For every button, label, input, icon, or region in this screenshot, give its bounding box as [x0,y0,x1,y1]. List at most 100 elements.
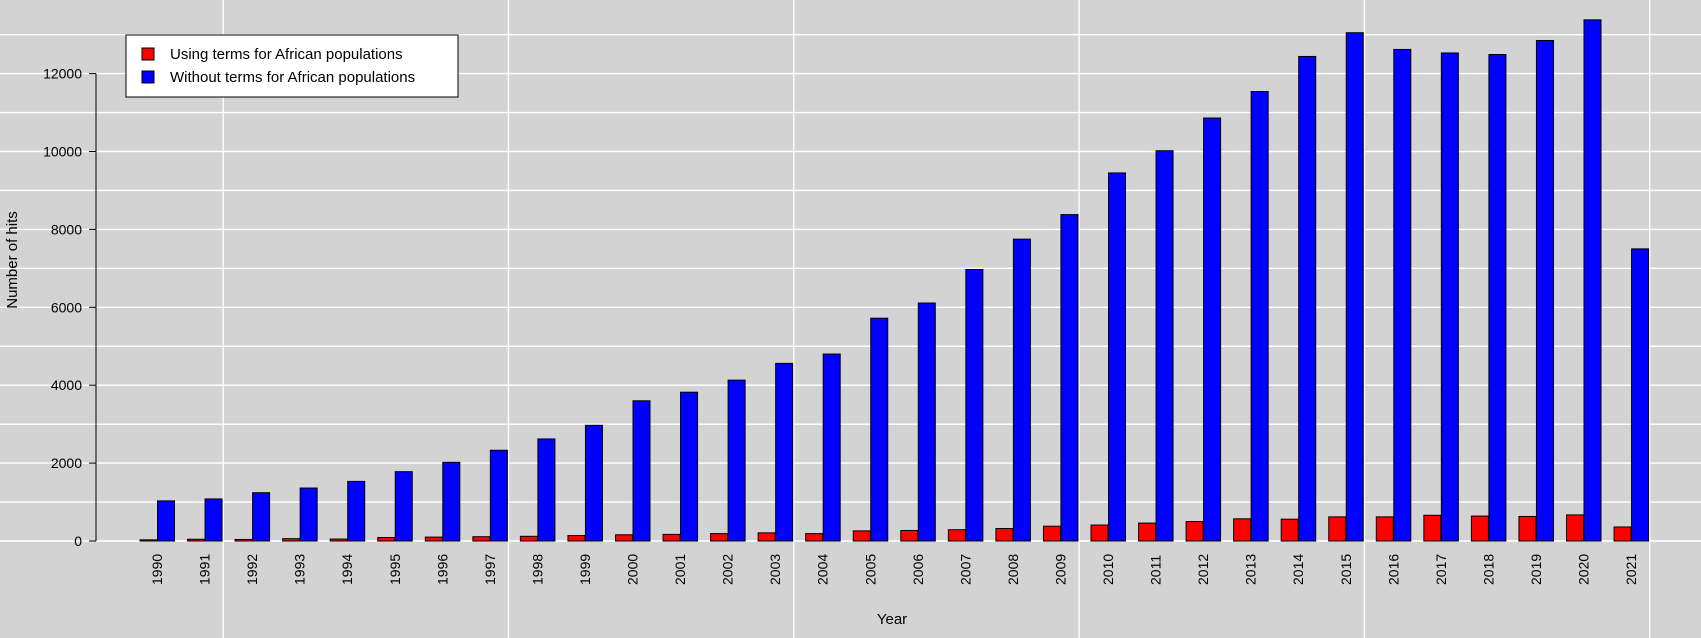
bar-african [519,535,538,542]
bar-non-african [394,471,413,542]
y-tick-label: 4000 [51,377,82,393]
bar-african [1566,514,1584,542]
bar-non-african [1060,214,1079,542]
bar-non-african [727,379,746,542]
bar-non-african [1108,172,1126,542]
bar-african [995,528,1014,542]
bar-african [139,539,158,542]
x-tick-label: 2000 [625,554,641,585]
bar-non-african [917,302,936,542]
x-tick-label: 2004 [815,554,831,585]
bar-non-african [1203,117,1222,542]
bar-non-african [1393,48,1412,542]
bar-non-african [822,353,841,542]
x-tick-label: 2015 [1338,554,1354,585]
bar-non-african [965,269,984,542]
bar-african [1138,522,1157,542]
x-tick-label: 2005 [862,554,878,585]
x-tick-label: 1990 [149,554,165,585]
bar-african [757,532,776,542]
bar-non-african [632,400,651,542]
x-tick-label: 2016 [1385,554,1401,585]
bar-african [472,536,491,542]
y-tick-label: 2000 [51,455,82,471]
x-tick-label: 2009 [1052,554,1068,585]
bar-african [1613,526,1632,542]
bar-african [1375,516,1394,542]
bar-non-african [1155,150,1174,542]
bar-non-african [1250,91,1269,542]
bar-african [1470,515,1489,542]
x-tick-label: 1998 [529,554,545,585]
bar-african [187,538,206,542]
bar-african [234,538,253,542]
bar-non-african [1535,39,1554,542]
bar-african [377,536,396,542]
bar-non-african [347,480,366,542]
x-tick-label: 1996 [434,554,450,585]
bar-non-african [1012,238,1031,542]
bars [139,19,1650,542]
y-tick-label: 12000 [43,66,82,82]
x-tick-label: 2021 [1623,554,1639,585]
bar-non-african [1583,19,1602,542]
bar-non-african [680,391,699,542]
x-tick-label: 2017 [1433,554,1449,585]
x-tick-label: 1993 [292,554,308,585]
bar-african [1518,515,1537,542]
x-tick-label: 1997 [482,554,498,585]
y-axis: 0 2000 4000 6000 8000 10000 12000 [43,66,97,549]
bar-african [1280,518,1299,542]
bar-african [662,533,681,542]
y-axis-label: Number of hits [4,211,21,309]
bar-non-african [775,362,794,542]
x-tick-label: 2007 [957,554,973,585]
y-tick-label: 8000 [51,221,82,237]
bar-african [1328,516,1347,542]
bar-non-african [252,492,271,542]
x-tick-label: 1995 [387,554,403,585]
y-tick-label: 6000 [51,299,82,315]
legend-box [125,34,459,98]
legend-swatch-african [141,47,155,61]
x-tick-label: 1991 [197,554,213,585]
x-tick-label: 2012 [1195,554,1211,585]
x-tick-label: 2002 [720,554,736,585]
legend-swatch-non-african [141,70,155,84]
x-tick-label: 1994 [339,554,355,585]
legend-label-non-african: Without terms for African populations [170,69,415,86]
bar-non-african [204,498,223,542]
bar-non-african [537,438,556,542]
bar-non-african [584,424,603,542]
bar-african [1185,521,1204,542]
legend: Using terms for African populations With… [125,34,459,98]
bar-african [805,533,824,542]
x-tick-label: 1992 [244,554,260,585]
x-axis-label: Year [877,611,907,628]
bar-non-african [1345,32,1364,542]
x-tick-label: 2011 [1148,555,1164,585]
x-tick-label: 2006 [910,554,926,585]
bar-african [947,529,966,542]
x-tick-labels: 1990 1991 1992 1993 1994 1995 1996 1997 1998 1999… [149,554,1639,585]
bar-african [900,529,919,542]
bar-non-african [489,449,508,542]
y-tick-label: 0 [74,533,82,549]
x-tick-label: 2014 [1290,554,1306,585]
bar-african [1042,525,1061,542]
bar-african [1423,514,1442,542]
y-tick-label: 10000 [43,144,82,160]
bar-non-african [1488,54,1507,542]
bar-african [1233,518,1252,542]
x-tick-label: 2018 [1480,554,1496,585]
bar-african [282,538,301,542]
bar-non-african [1440,52,1459,542]
bar-non-african [870,317,889,542]
bar-african [329,538,348,542]
bar-african [852,530,871,542]
x-tick-label: 2008 [1005,554,1021,585]
bar-non-african [442,461,461,542]
bar-african [615,534,633,542]
